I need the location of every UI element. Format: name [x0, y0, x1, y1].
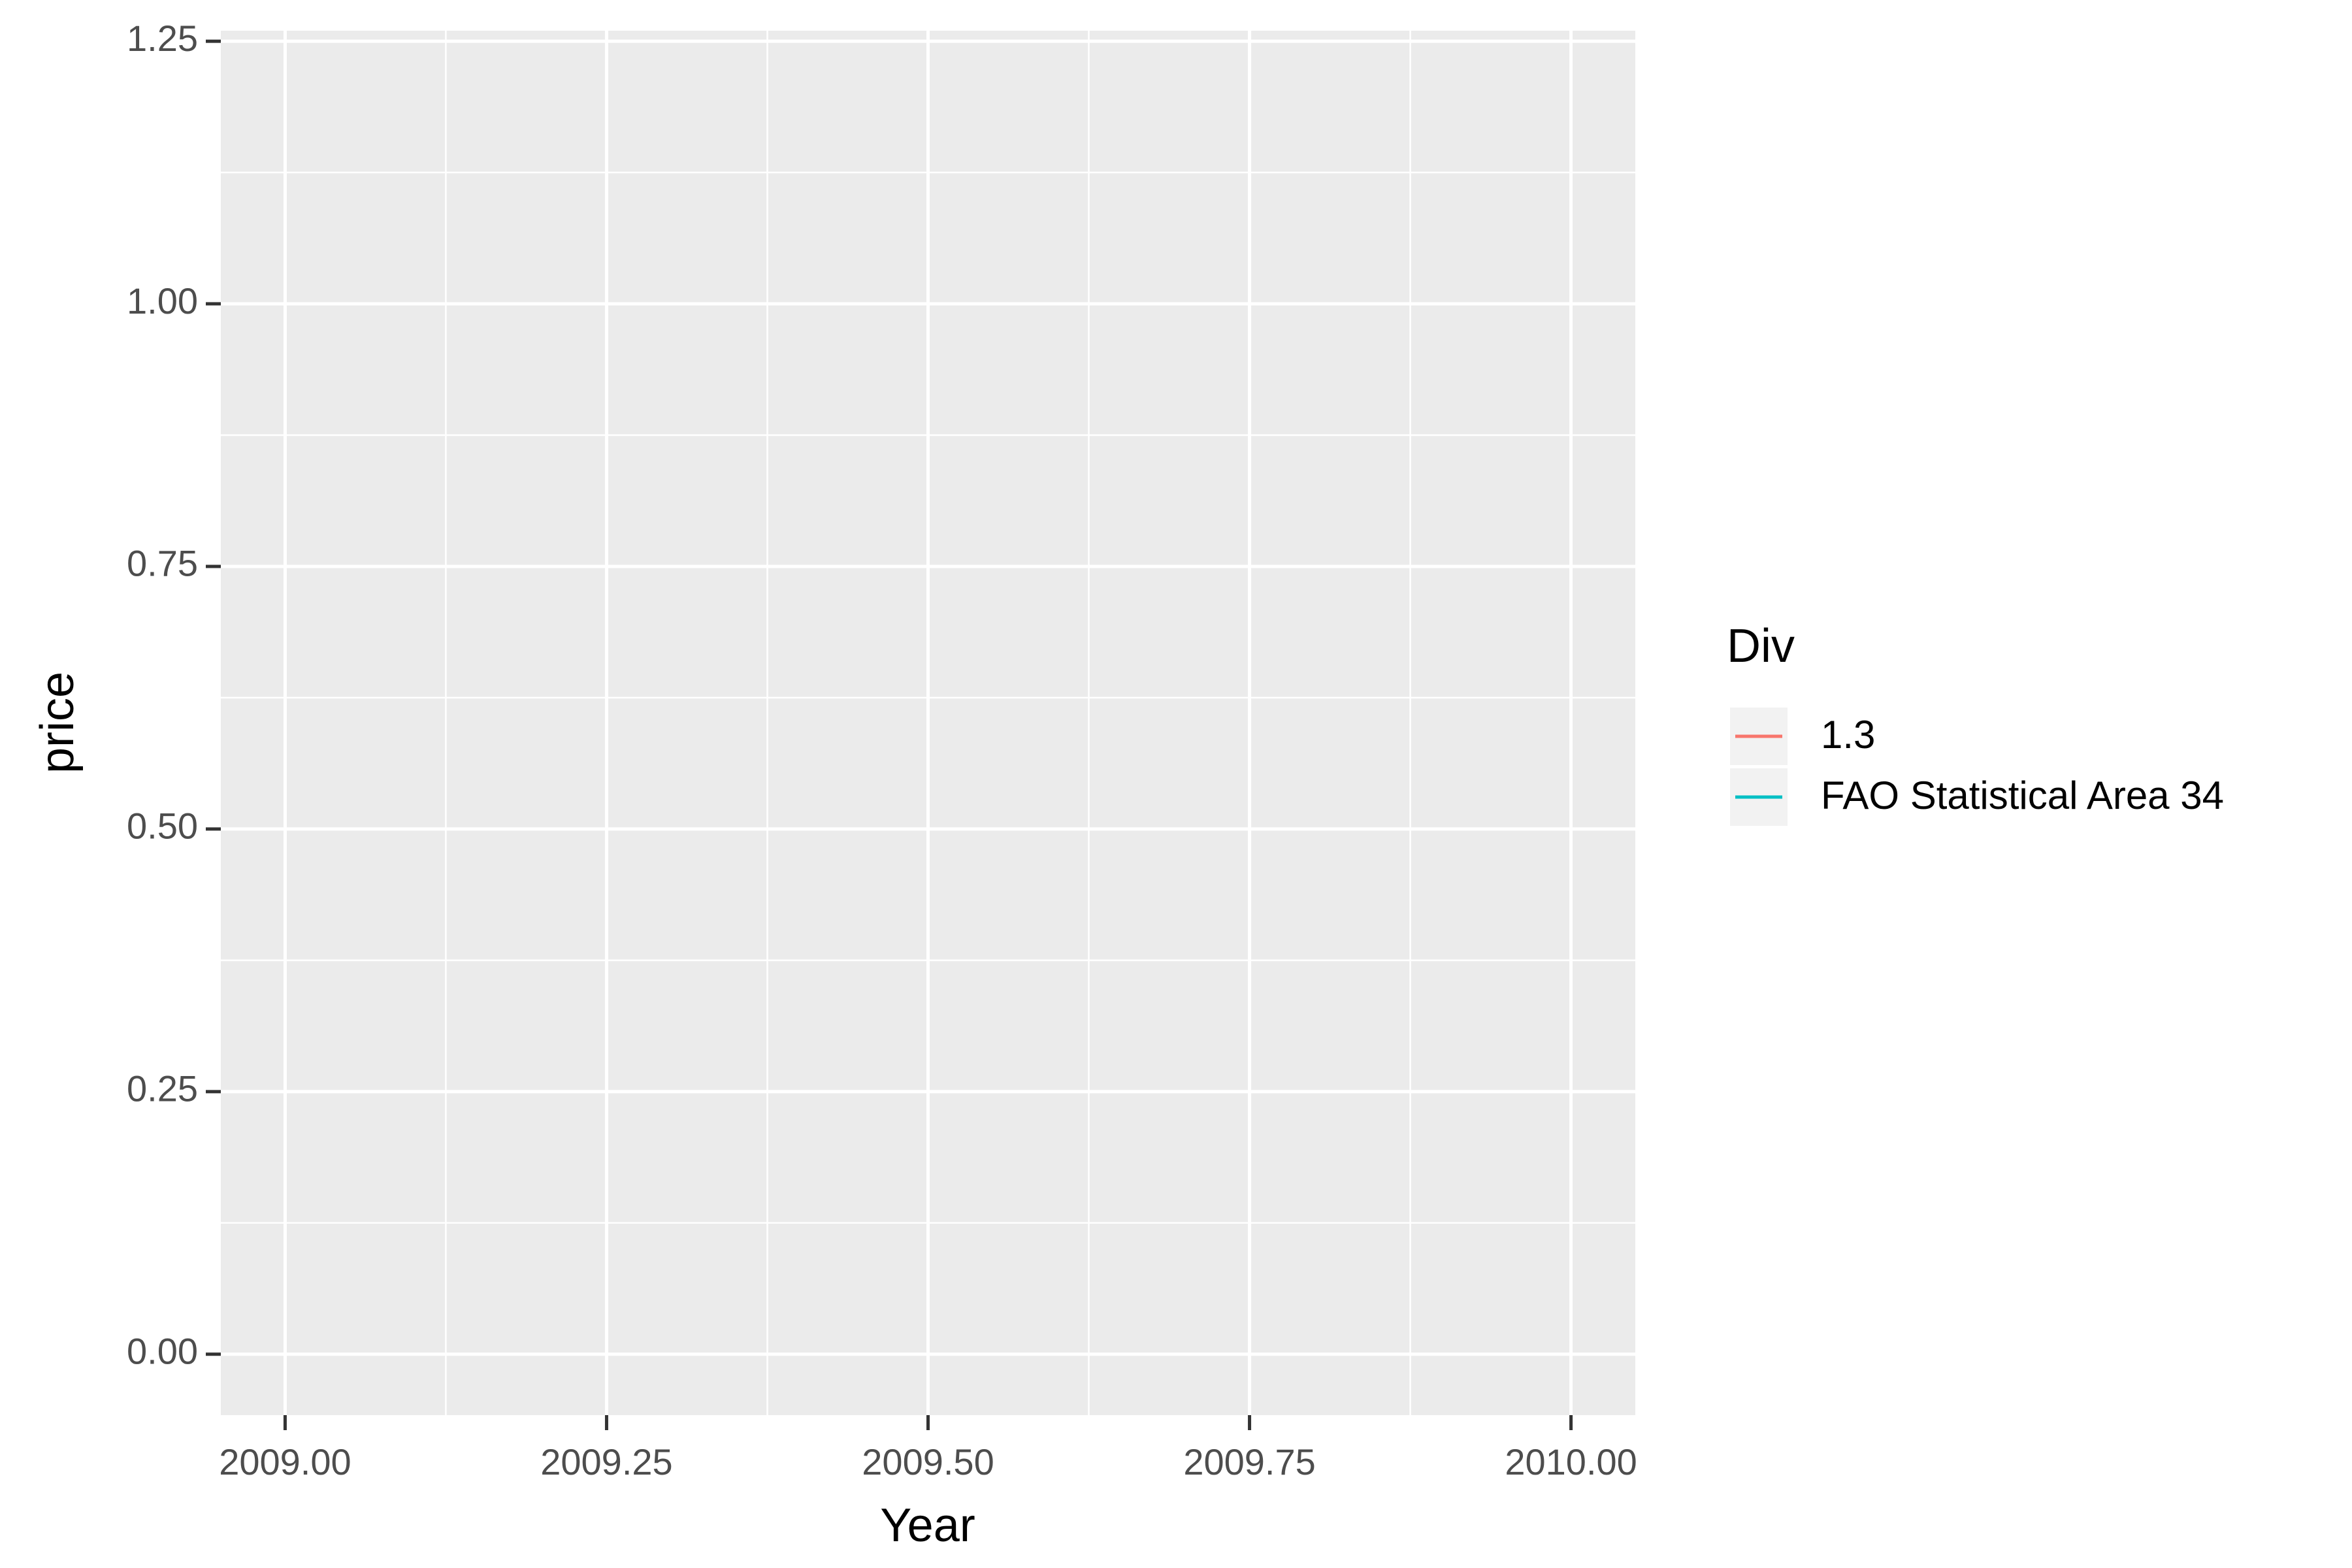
y-tick-label: 0.25: [127, 1068, 198, 1109]
y-tick-label: 0.00: [127, 1331, 198, 1372]
x-tick-label: 2009.25: [540, 1441, 672, 1482]
legend-title: Div: [1727, 620, 1795, 672]
y-tick-label: 1.00: [127, 280, 198, 321]
y-axis-title: price: [31, 672, 84, 774]
legend-label: 1.3: [1821, 713, 1875, 757]
x-tick-label: 2009.00: [219, 1441, 351, 1482]
x-tick-label: 2010.00: [1505, 1441, 1637, 1482]
y-tick-label: 1.25: [127, 18, 198, 59]
legend-label: FAO Statistical Area 34: [1821, 774, 2224, 817]
y-tick-label: 0.50: [127, 806, 198, 847]
x-tick-label: 2009.50: [862, 1441, 994, 1482]
y-tick-label: 0.75: [127, 543, 198, 584]
x-axis-title: Year: [880, 1499, 975, 1552]
x-tick-label: 2009.75: [1183, 1441, 1315, 1482]
